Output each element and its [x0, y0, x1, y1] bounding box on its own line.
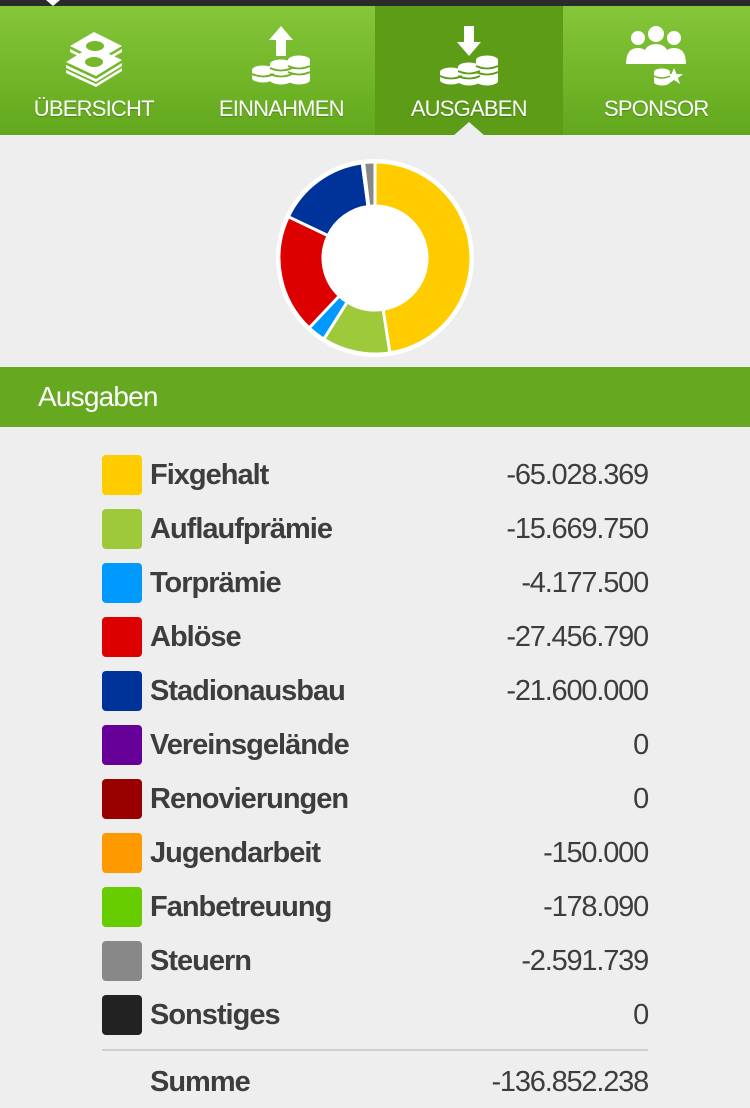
money-stack-icon: [56, 18, 132, 94]
item-name: Fixgehalt: [150, 459, 269, 491]
donut-svg: [276, 159, 474, 357]
color-swatch: [102, 995, 142, 1035]
item-name: Steuern: [150, 945, 252, 977]
color-swatch: [102, 617, 142, 657]
item-value: -21.600.000: [506, 675, 649, 707]
sum-divider: [102, 1049, 648, 1051]
item-name: Vereinsgelände: [150, 729, 350, 761]
item-value: -178.090: [543, 891, 649, 923]
item-value: -4.177.500: [521, 567, 649, 599]
item-value: -27.456.790: [506, 621, 649, 653]
tab-label: AUSGABEN: [410, 96, 528, 121]
item-name: Jugendarbeit: [150, 837, 321, 869]
color-swatch: [102, 779, 142, 819]
legend-row-abloese: Ablöse -27.456.790: [102, 612, 649, 666]
tab-label: EINNAHMEN: [218, 96, 345, 121]
tab-sponsor[interactable]: SPONSOR: [563, 6, 750, 135]
legend-row-jugendarbeit: Jugendarbeit -150.000: [102, 828, 649, 882]
tab-label: SPONSOR: [604, 96, 709, 121]
tab-label: ÜBERSICHT: [33, 96, 155, 121]
item-name: Torprämie: [150, 567, 282, 599]
item-name: Stadionausbau: [150, 675, 346, 707]
item-name: Renovierungen: [150, 783, 349, 815]
color-swatch: [102, 725, 142, 765]
item-value: -65.028.369: [506, 459, 649, 491]
item-name: Sonstiges: [150, 999, 281, 1031]
active-tab-pointer: [452, 122, 485, 136]
sum-value: -136.852.238: [491, 1066, 649, 1098]
legend-row-fixgehalt: Fixgehalt -65.028.369: [102, 450, 649, 504]
sum-label: Summe: [150, 1066, 251, 1098]
item-value: -150.000: [543, 837, 649, 869]
color-swatch: [102, 509, 142, 549]
legend-row-torpraemie: Torprämie -4.177.500: [102, 558, 649, 612]
legend-row-sonstiges: Sonstiges 0: [102, 990, 649, 1044]
expense-donut-chart: [0, 135, 750, 367]
tab-ausgaben[interactable]: AUSGABEN: [375, 6, 563, 136]
item-value: 0: [633, 999, 649, 1031]
legend-row-steuern: Steuern -2.591.739: [102, 936, 649, 990]
legend-row-stadionausbau: Stadionausbau -21.600.000: [102, 666, 649, 720]
coins-down-arrow-icon: [431, 18, 507, 94]
color-swatch: [102, 833, 142, 873]
legend-row-renovierungen: Renovierungen 0: [102, 774, 649, 828]
coins-up-arrow-icon: [243, 18, 319, 94]
legend-row-auflaufpraemie: Auflaufprämie -15.669.750: [102, 504, 649, 558]
sponsor-people-icon: [618, 18, 694, 94]
item-value: 0: [633, 783, 649, 815]
donut-slice-fixgehalt: [373, 160, 473, 355]
color-swatch: [102, 887, 142, 927]
item-name: Fanbetreuung: [150, 891, 332, 923]
item-name: Ablöse: [150, 621, 242, 653]
donut-hole: [324, 207, 426, 309]
tab-einnahmen[interactable]: EINNAHMEN: [188, 6, 376, 135]
color-swatch: [102, 563, 142, 603]
expense-legend: Fixgehalt -65.028.369 Auflaufprämie -15.…: [102, 450, 649, 1044]
color-swatch: [102, 941, 142, 981]
color-swatch: [102, 671, 142, 711]
tab-bar: ÜBERSICHT: [0, 6, 750, 136]
donut-slice-steuern: [361, 160, 377, 209]
top-notch-icon: [46, 0, 60, 6]
section-header: Ausgaben: [0, 367, 750, 427]
item-value: 0: [633, 729, 649, 761]
color-swatch: [102, 455, 142, 495]
legend-row-vereinsgelaende: Vereinsgelände 0: [102, 720, 649, 774]
tab-uebersicht[interactable]: ÜBERSICHT: [0, 6, 188, 135]
item-value: -2.591.739: [521, 945, 649, 977]
legend-row-fanbetreuung: Fanbetreuung -178.090: [102, 882, 649, 936]
item-name: Auflaufprämie: [150, 513, 333, 545]
section-title: Ausgaben: [38, 381, 159, 412]
top-status-bar: [0, 0, 750, 6]
item-value: -15.669.750: [506, 513, 649, 545]
